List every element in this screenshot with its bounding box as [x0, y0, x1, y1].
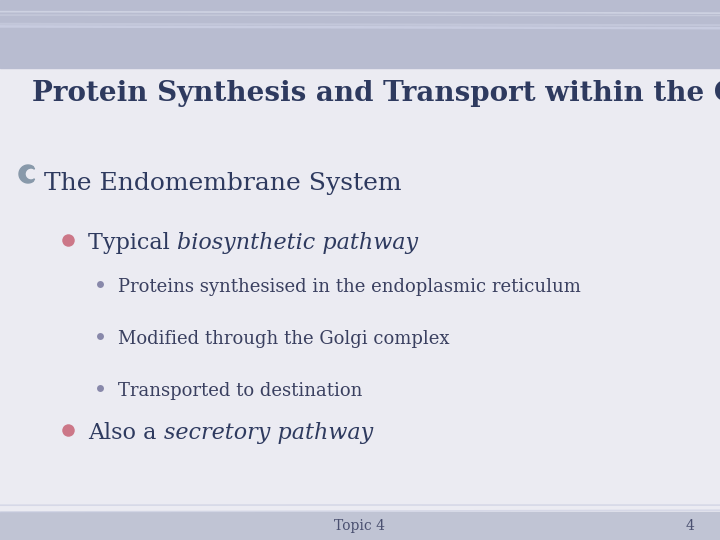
Text: Topic 4: Topic 4	[335, 519, 385, 533]
Text: Also a: Also a	[88, 422, 163, 444]
Bar	[0, 0, 720, 68]
Text: Transported to destination: Transported to destination	[118, 382, 362, 400]
Text: 4: 4	[685, 519, 694, 533]
Text: Proteins synthesised in the endoplasmic reticulum: Proteins synthesised in the endoplasmic …	[118, 278, 581, 296]
Text: Modified through the Golgi complex: Modified through the Golgi complex	[118, 330, 449, 348]
Text: biosynthetic pathway: biosynthetic pathway	[177, 232, 418, 254]
Polygon shape	[19, 165, 35, 183]
Text: secretory pathway: secretory pathway	[163, 422, 373, 444]
Text: Typical: Typical	[88, 232, 177, 254]
Text: Protein Synthesis and Transport within the Cell: Protein Synthesis and Transport within t…	[32, 80, 720, 107]
Bar	[0, 512, 720, 540]
Text: The Endomembrane System: The Endomembrane System	[44, 172, 402, 195]
